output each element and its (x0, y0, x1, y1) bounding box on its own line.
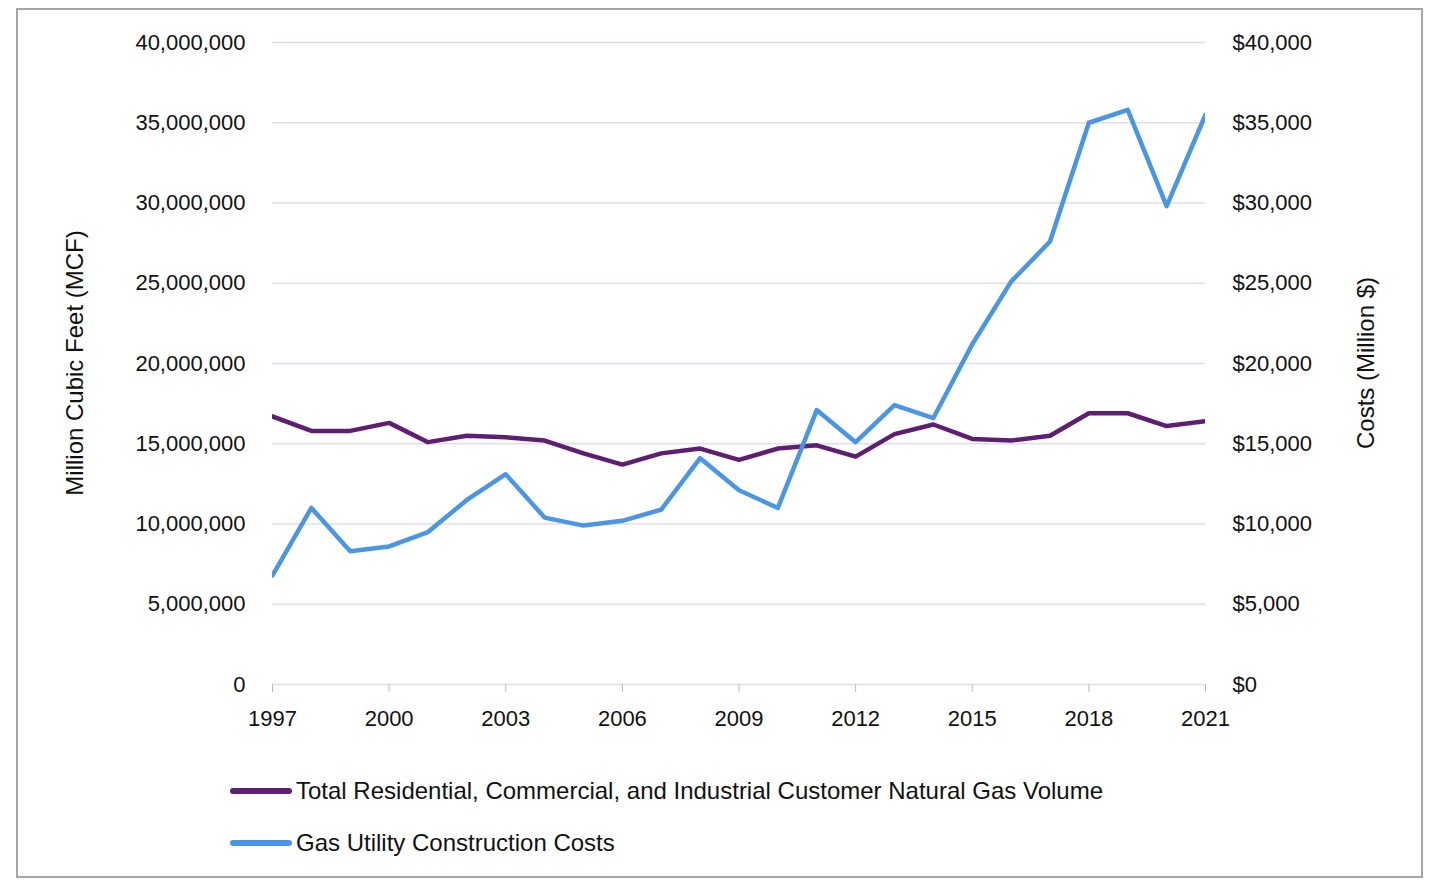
svg-text:2000: 2000 (365, 706, 414, 731)
svg-text:5,000,000: 5,000,000 (148, 591, 246, 616)
svg-text:40,000,000: 40,000,000 (135, 30, 245, 55)
svg-text:20,000,000: 20,000,000 (135, 351, 245, 376)
svg-text:$35,000: $35,000 (1233, 110, 1313, 135)
svg-text:30,000,000: 30,000,000 (135, 190, 245, 215)
svg-text:2018: 2018 (1064, 706, 1113, 731)
svg-text:2012: 2012 (831, 706, 880, 731)
svg-text:10,000,000: 10,000,000 (135, 511, 245, 536)
html-text:Million Cubic Feet (MCF): Million Cubic Feet (MCF) (61, 230, 88, 496)
svg-text:2009: 2009 (715, 706, 764, 731)
svg-text:$15,000: $15,000 (1233, 431, 1313, 456)
svg-text:$10,000: $10,000 (1233, 511, 1313, 536)
svg-text:2021: 2021 (1181, 706, 1230, 731)
svg-text:$0: $0 (1233, 672, 1257, 697)
svg-text:1997: 1997 (248, 706, 297, 731)
svg-text:$25,000: $25,000 (1233, 270, 1313, 295)
svg-text:2006: 2006 (598, 706, 647, 731)
svg-text:2003: 2003 (481, 706, 530, 731)
svg-text:0: 0 (233, 672, 245, 697)
html-text:Costs (Million $): Costs (Million $) (1352, 277, 1379, 449)
svg-text:$20,000: $20,000 (1233, 351, 1313, 376)
svg-text:25,000,000: 25,000,000 (135, 270, 245, 295)
svg-text:15,000,000: 15,000,000 (135, 431, 245, 456)
svg-text:$40,000: $40,000 (1233, 30, 1313, 55)
svg-text:$5,000: $5,000 (1233, 591, 1300, 616)
html-text:Total Residential, Commercial,: Total Residential, Commercial, and Indus… (296, 777, 1103, 804)
svg-text:35,000,000: 35,000,000 (135, 110, 245, 135)
svg-text:$30,000: $30,000 (1233, 190, 1313, 215)
svg-text:2015: 2015 (948, 706, 997, 731)
html-text:Gas Utility Construction Costs: Gas Utility Construction Costs (296, 829, 615, 856)
